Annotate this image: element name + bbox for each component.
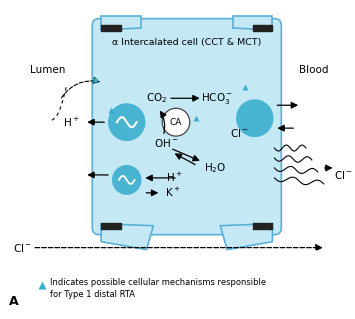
Text: CA: CA (170, 118, 182, 127)
Text: Cl$^-$: Cl$^-$ (13, 241, 32, 254)
Text: α Intercalated cell (CCT & MCT): α Intercalated cell (CCT & MCT) (112, 38, 262, 47)
Text: OH$^-$: OH$^-$ (154, 137, 179, 149)
Text: for Type 1 distal RTA: for Type 1 distal RTA (50, 290, 135, 299)
Text: HCO$_3^-$: HCO$_3^-$ (201, 91, 233, 106)
Polygon shape (101, 224, 153, 249)
Circle shape (112, 165, 142, 195)
Polygon shape (220, 224, 273, 249)
Polygon shape (233, 16, 273, 30)
Text: Blood: Blood (299, 65, 329, 75)
Text: CO$_2$: CO$_2$ (146, 91, 167, 105)
Polygon shape (101, 16, 141, 30)
FancyBboxPatch shape (92, 19, 281, 235)
Text: Lumen: Lumen (30, 65, 66, 75)
Text: H$^+$: H$^+$ (166, 171, 183, 184)
Text: K$^+$: K$^+$ (165, 186, 181, 199)
Text: H$_2$O: H$_2$O (204, 161, 226, 175)
Text: Cl$^-$: Cl$^-$ (230, 127, 248, 139)
Circle shape (236, 99, 273, 137)
Text: Cl$^-$: Cl$^-$ (334, 169, 353, 181)
Circle shape (162, 108, 190, 136)
Text: Indicates possible cellular mechanisms responsible: Indicates possible cellular mechanisms r… (50, 278, 266, 287)
Circle shape (108, 103, 146, 141)
Text: A: A (9, 295, 18, 308)
Text: H$^+$: H$^+$ (63, 115, 80, 129)
